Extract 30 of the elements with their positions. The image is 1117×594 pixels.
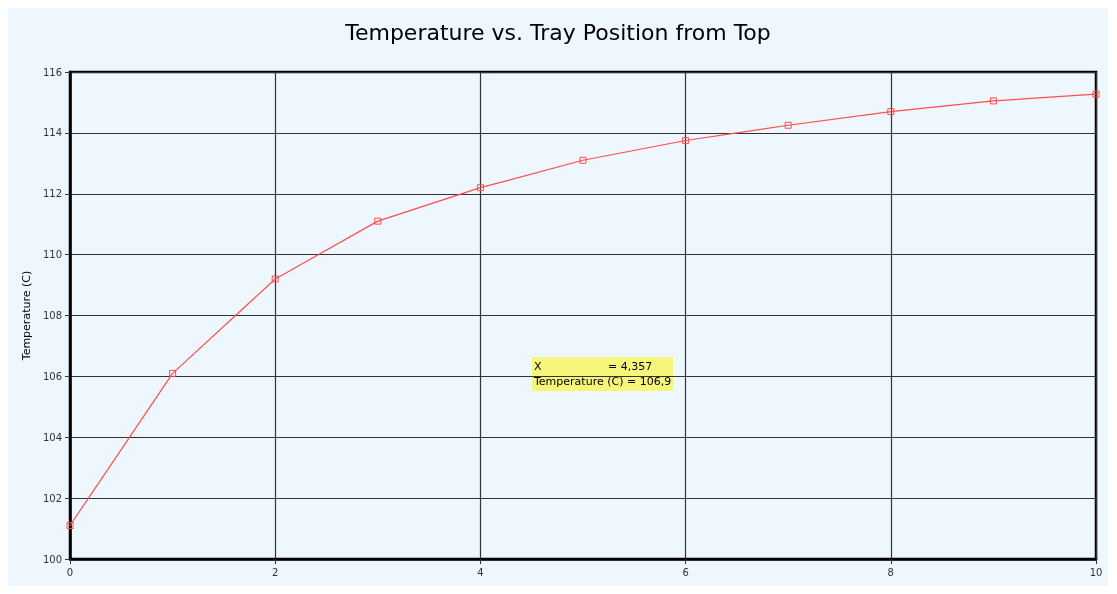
- x-tick-label: 10: [1089, 566, 1103, 578]
- point: [1092, 90, 1100, 98]
- x-tick-label: 2: [272, 566, 279, 578]
- x-tick-label: 6: [682, 566, 689, 578]
- point: [579, 156, 587, 164]
- point: [784, 121, 792, 129]
- y-tick-label: 108: [42, 310, 62, 321]
- point: [989, 97, 997, 105]
- y-axis-title: Temperature (C): [20, 270, 34, 362]
- annotation: Temperature (C) = 106,9: [533, 375, 672, 388]
- y-tick-label: 116: [42, 66, 62, 78]
- y-tick-label: 100: [42, 553, 62, 565]
- point: [271, 275, 279, 283]
- y-tick-label: 104: [42, 431, 62, 443]
- x-tick-label: 8: [887, 566, 894, 578]
- point: [66, 522, 74, 530]
- x-tick-label: 0: [66, 566, 74, 578]
- point: [374, 217, 382, 225]
- annotation: X = 4,357: [534, 360, 653, 373]
- y-tick-label: 102: [42, 492, 62, 504]
- point: [476, 184, 484, 192]
- y-tick-label: 114: [42, 127, 62, 139]
- point: [887, 108, 895, 116]
- point: [169, 369, 177, 377]
- chart-title: Temperature vs. Tray Position from Top: [344, 19, 771, 45]
- y-tick-label: 110: [42, 249, 62, 261]
- x-tick-label: 4: [477, 566, 484, 578]
- y-tick-label: 106: [42, 370, 62, 382]
- point: [682, 136, 690, 144]
- y-tick-label: 112: [42, 188, 62, 200]
